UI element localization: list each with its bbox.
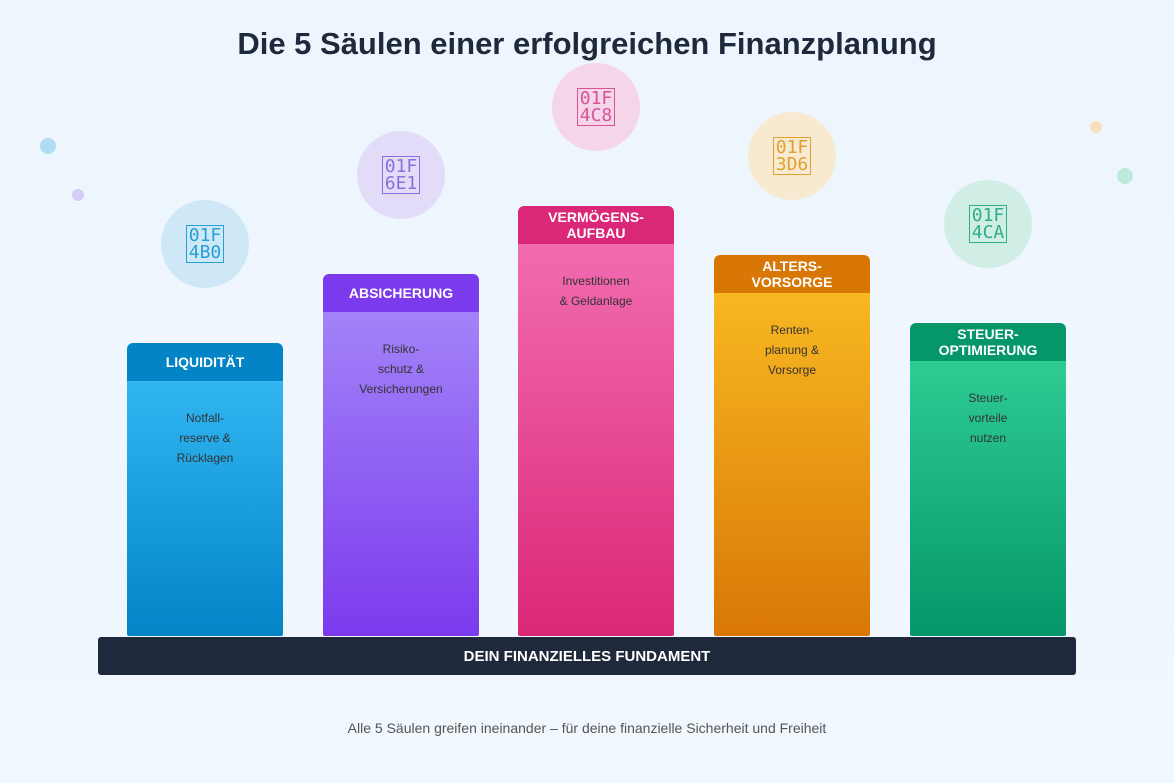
chart-increasing-icon: 01F 4C8 bbox=[552, 63, 640, 151]
foundation-bar: DEIN FINANZIELLES FUNDAMENT bbox=[98, 637, 1076, 675]
pillar-5: STEUER- OPTIMIERUNG Steuer- vorteile nutz… bbox=[910, 323, 1066, 636]
pillar-description: Steuer- vorteile nutzen bbox=[968, 391, 1008, 445]
decorative-dot bbox=[1090, 121, 1102, 133]
footer-text: Alle 5 Säulen greifen ineinander – für d… bbox=[347, 720, 827, 736]
icon-glyph: 01F 4C8 bbox=[576, 88, 616, 126]
decorative-dot bbox=[40, 138, 56, 154]
icon-glyph: 01F 4CA bbox=[968, 205, 1008, 243]
page-title: Die 5 Säulen einer erfolgreichen Finanzp… bbox=[237, 26, 937, 61]
pillar-description: Risiko- schutz & Versicherungen bbox=[359, 342, 443, 396]
decorative-dot bbox=[72, 189, 84, 201]
bar-chart-icon: 01F 4CA bbox=[944, 180, 1032, 268]
pillar-heading: VERMÖGENS- AUFBAU bbox=[518, 206, 674, 244]
pillar-description: Investitionen & Geldanlage bbox=[559, 274, 633, 308]
icon-glyph: 01F 4B0 bbox=[185, 225, 225, 263]
pillar-heading: LIQUIDITÄT bbox=[127, 343, 283, 381]
money-bag-icon: 01F 4B0 bbox=[161, 200, 249, 288]
pillar-2: ABSICHERUNG Risiko- schutz & Versicherung… bbox=[323, 274, 479, 636]
pillar-heading: ABSICHERUNG bbox=[323, 274, 479, 312]
pillar-4: ALTERS- VORSORGE Renten- planung & Vorsor… bbox=[714, 255, 870, 636]
decorative-dot bbox=[1117, 168, 1133, 184]
icon-glyph: 01F 3D6 bbox=[772, 137, 812, 175]
beach-umbrella-icon: 01F 3D6 bbox=[748, 112, 836, 200]
pillar-1: LIQUIDITÄT Notfall- reserve & Rücklagen bbox=[127, 343, 283, 636]
pillar-heading: ALTERS- VORSORGE bbox=[714, 255, 870, 293]
pillar-description: Notfall- reserve & Rücklagen bbox=[176, 411, 234, 465]
pillar-heading: STEUER- OPTIMIERUNG bbox=[910, 323, 1066, 361]
pillar-3: VERMÖGENS- AUFBAU Investitionen & Geldanl… bbox=[518, 206, 674, 636]
pillar-description: Renten- planung & Vorsorge bbox=[764, 323, 820, 377]
shield-icon: 01F 6E1 bbox=[357, 131, 445, 219]
icon-glyph: 01F 6E1 bbox=[381, 156, 421, 194]
